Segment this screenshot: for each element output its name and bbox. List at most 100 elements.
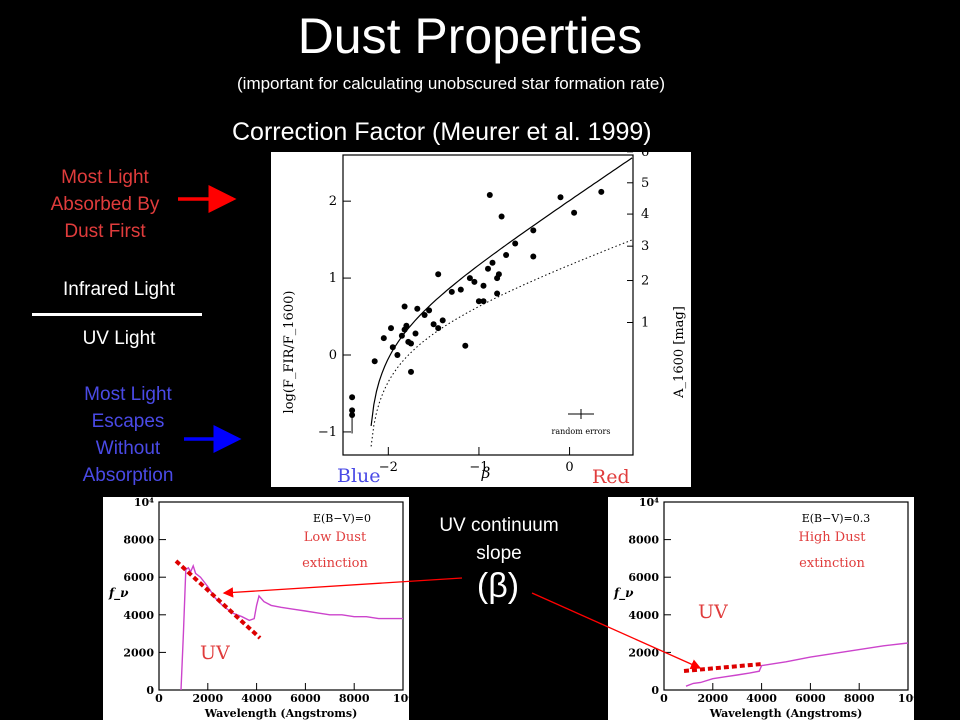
- data-point: [489, 259, 496, 266]
- y-tick-label: 0: [651, 684, 659, 697]
- x-tick-label: 4000: [746, 692, 777, 705]
- y2-tick-label: 1: [641, 315, 649, 330]
- y-tick-label: 0: [146, 684, 154, 697]
- data-point: [421, 312, 428, 318]
- slide-title: Dust Properties: [297, 8, 643, 64]
- beta-symbol: (β): [476, 567, 520, 605]
- data-point: [480, 282, 487, 289]
- x-tick-label: 6000: [290, 692, 321, 705]
- data-point: [403, 322, 410, 329]
- data-point: [388, 325, 394, 332]
- data-point: [349, 407, 356, 414]
- data-point: [557, 194, 564, 201]
- y2-tick-label: 6: [641, 152, 649, 160]
- data-point: [485, 265, 491, 272]
- y-tick-label: 6000: [123, 571, 154, 584]
- data-point: [414, 305, 421, 312]
- y-tick-label: 8000: [123, 534, 154, 547]
- uv-continuum-slope-label: UV continuum slope: [416, 512, 582, 568]
- fit-curve: [370, 157, 633, 426]
- y-tick-label: 6000: [628, 571, 659, 584]
- data-point: [394, 352, 401, 358]
- x-tick-label: 2000: [697, 692, 728, 705]
- slope-fit-line: [174, 559, 262, 640]
- red-label: Red: [592, 466, 630, 487]
- data-point: [401, 303, 408, 310]
- data-point: [457, 286, 464, 293]
- plot-ticks: 0 2000 4000 6000 8000 10⁴ 0 2000 4000 6000 8000 10⁴: [123, 497, 409, 705]
- y-tick-label: 4000: [628, 609, 659, 622]
- escapes-line-3: Without: [95, 438, 161, 459]
- x-axis-label: Wavelength (Angstroms): [709, 707, 863, 720]
- ratio-numerator: Infrared Light: [63, 279, 175, 300]
- uv-band-label: UV: [200, 642, 230, 664]
- plot-ticks: −2 −1 0 −1 0 1 2 1 2 3 4 5 6: [318, 152, 649, 475]
- arrow-to-low-dust-icon: [222, 577, 463, 598]
- y2-tick-label: 2: [641, 274, 649, 289]
- data-point: [439, 317, 446, 324]
- data-point: [495, 271, 502, 278]
- escapes-line-2: Escapes: [91, 411, 165, 432]
- data-point: [530, 227, 537, 234]
- y2-axis-label: A_1600 [mag]: [672, 306, 687, 399]
- y2-tick-label: 3: [641, 239, 649, 254]
- conversion-curve: [370, 239, 633, 447]
- y2-tick-label: 4: [641, 207, 649, 222]
- extinction-label: extinction: [302, 556, 368, 571]
- y-tick-label: 1: [329, 271, 337, 286]
- x-tick-label: 4000: [241, 692, 272, 705]
- legend-label: E(B−V)=0.3: [802, 512, 871, 525]
- data-point: [598, 188, 605, 195]
- spectrum-line: [685, 642, 909, 687]
- data-point: [571, 209, 578, 216]
- data-point: [412, 330, 419, 337]
- y-axis-label: f_ν: [108, 586, 129, 601]
- slope-fit-line: [683, 662, 763, 673]
- y-axis-label: log(F_FIR/F_1600): [282, 291, 297, 414]
- data-point: [475, 298, 482, 305]
- data-points: [349, 188, 605, 434]
- y-tick-label: 2: [329, 194, 337, 209]
- x-tick-label: −2: [379, 460, 398, 475]
- high-dust-label: High Dust: [798, 530, 866, 545]
- plot-frame: [158, 501, 404, 691]
- x-tick-label: 0: [565, 460, 573, 475]
- escapes-line-4: Absorption: [82, 465, 174, 486]
- data-point: [349, 394, 356, 401]
- data-point: [466, 275, 473, 282]
- data-point: [408, 340, 414, 347]
- data-point: [448, 288, 455, 295]
- absorbed-label: Most Light Absorbed By Dust First: [30, 164, 180, 245]
- data-point: [426, 307, 433, 314]
- absorbed-line-1: Most Light: [61, 167, 149, 188]
- data-point: [371, 358, 378, 365]
- low-dust-label: Low Dust: [304, 530, 367, 545]
- data-point: [503, 252, 510, 258]
- data-point: [462, 342, 469, 349]
- y-tick-label: −1: [318, 425, 337, 440]
- y-tick-label: 10⁴: [134, 497, 154, 509]
- absorbed-line-3: Dust First: [64, 221, 146, 242]
- plot-frame: [663, 501, 909, 691]
- escapes-line-1: Most Light: [84, 384, 172, 405]
- data-point: [435, 271, 442, 278]
- spectrum-line: [180, 563, 403, 691]
- data-point: [494, 290, 501, 297]
- blue-label: Blue: [337, 465, 381, 487]
- y2-tick-label: 5: [641, 176, 649, 191]
- data-point: [530, 253, 537, 260]
- x-tick-label: −1: [469, 460, 488, 475]
- y-tick-label: 8000: [628, 534, 659, 547]
- data-point: [430, 321, 437, 328]
- data-point: [408, 368, 414, 375]
- data-point: [486, 192, 493, 198]
- section-heading: Correction Factor (Meurer et al. 1999): [232, 118, 652, 146]
- escapes-label: Most Light Escapes Without Absorption: [55, 381, 201, 489]
- plot-frame: [342, 154, 634, 456]
- extinction-label: extinction: [799, 556, 865, 571]
- low-dust-spectrum-plot: 0 2000 4000 6000 8000 10⁴ 0 2000 4000 6000 8000 10⁴…: [103, 497, 409, 720]
- ratio-denominator: UV Light: [82, 328, 156, 349]
- data-point: [380, 335, 387, 342]
- x-tick-label: 0: [660, 692, 668, 705]
